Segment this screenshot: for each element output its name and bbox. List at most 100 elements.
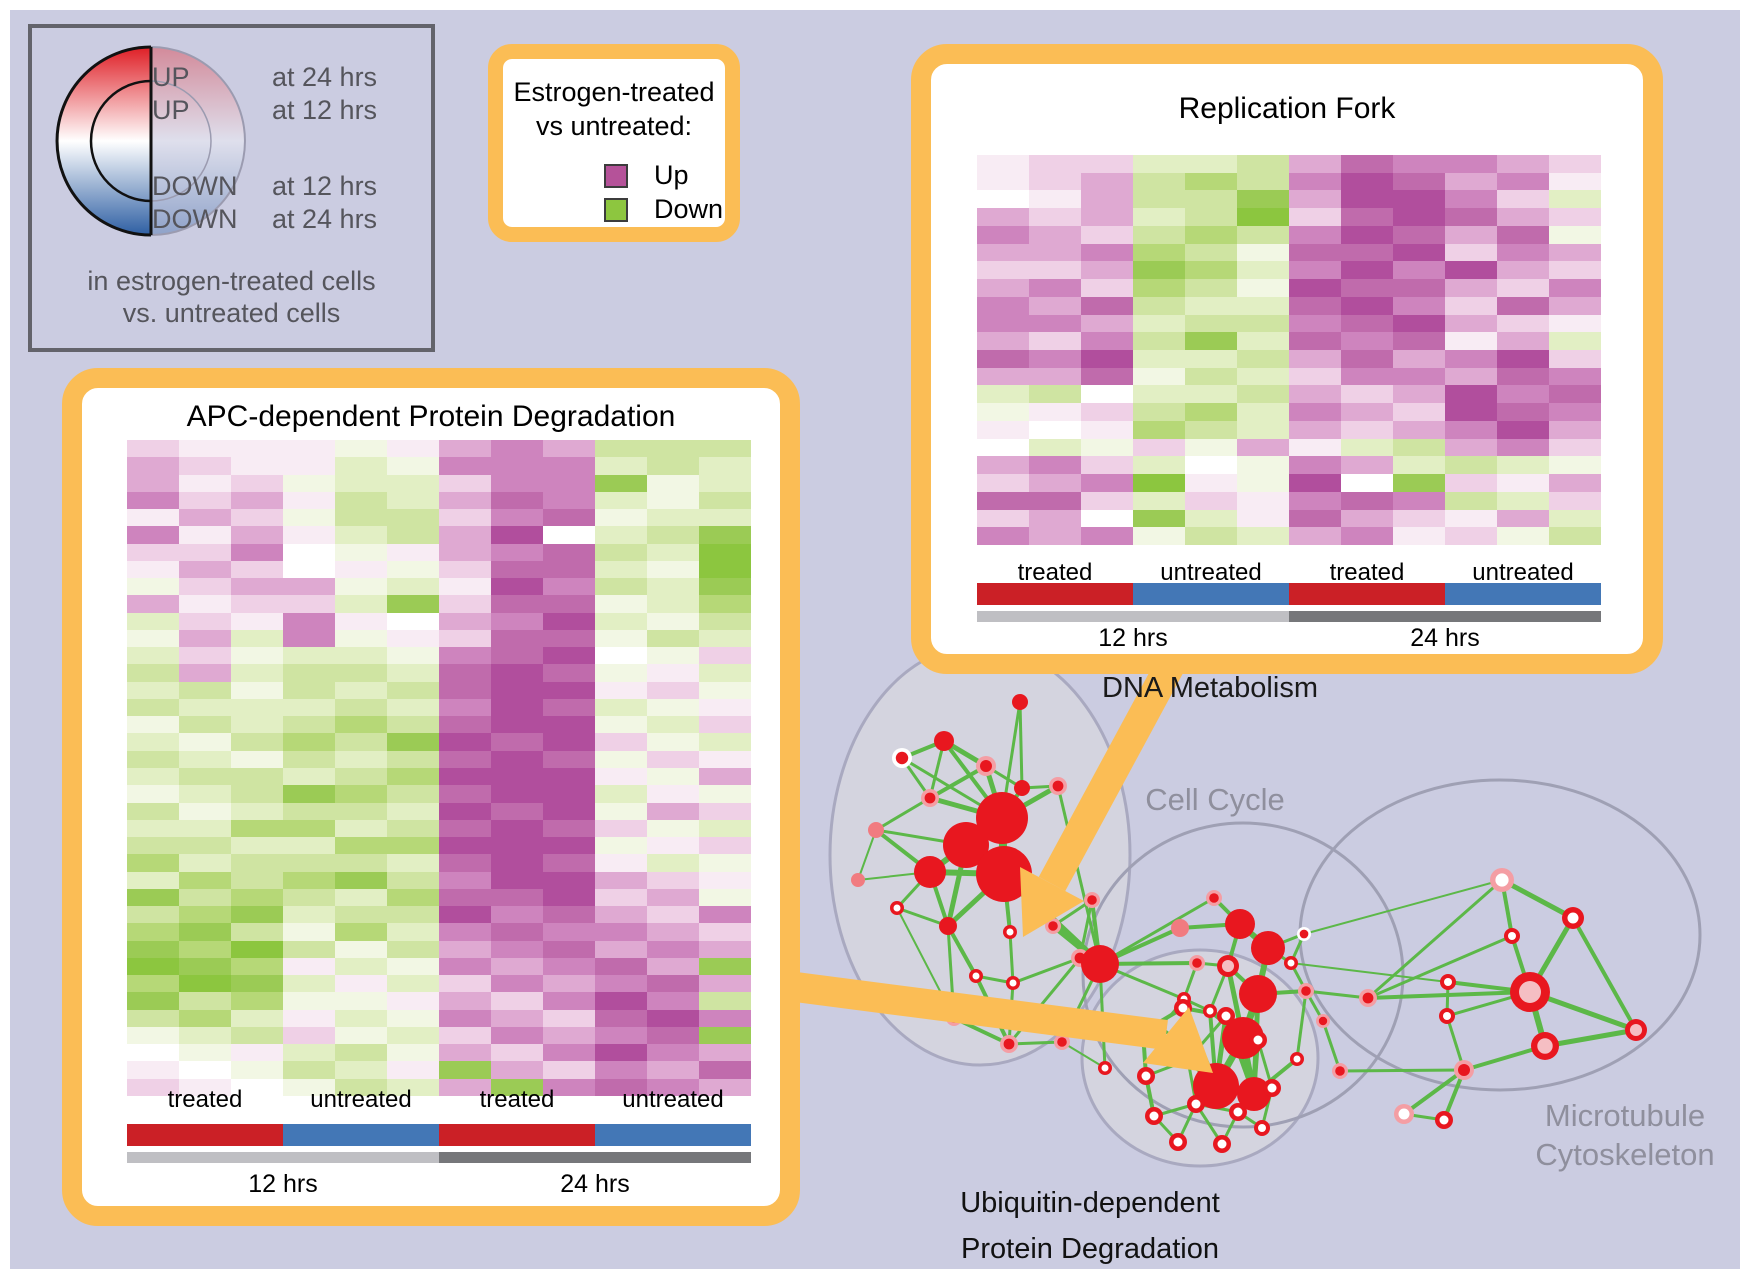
heatmap-cell — [977, 296, 1029, 315]
heatmap-cell — [1289, 208, 1341, 226]
network-edge — [1295, 990, 1308, 1060]
heatmap-cell — [1549, 155, 1601, 173]
node-outer — [1171, 919, 1189, 937]
heatmap-cell — [335, 1044, 387, 1062]
heatmap-cell — [283, 578, 335, 596]
heatmap-cell — [595, 837, 647, 855]
heatmap-cell — [699, 474, 751, 492]
heatmap-cell — [977, 261, 1029, 280]
heatmap-cell — [387, 578, 439, 596]
heatmap-cell — [179, 647, 231, 665]
heatmap-cell — [335, 681, 387, 699]
heatmap-cell — [179, 664, 231, 682]
outer-circle-left-arc — [55, 45, 152, 237]
network-node-cc20 — [1297, 927, 1311, 941]
heatmap-cell — [127, 854, 179, 872]
heatmap-cell — [647, 975, 699, 993]
heatmap-cell — [179, 819, 231, 838]
network-edge — [1018, 701, 1024, 789]
heatmap-cell — [491, 750, 543, 768]
heatmap-cell — [283, 923, 335, 941]
heatmap-cell — [127, 491, 179, 510]
heatmap-cell — [1029, 243, 1081, 262]
replication-fork-panel: Replication Fork treated untreated treat… — [911, 44, 1663, 674]
heatmap-cell — [283, 1026, 335, 1045]
heatmap-cell — [1445, 261, 1497, 280]
heatmap-cell — [439, 491, 491, 510]
heatmap-cell — [1133, 403, 1185, 421]
heatmap-cell — [283, 664, 335, 682]
heatmap-cell — [595, 647, 647, 665]
heatmap-cell — [335, 957, 387, 976]
heatmap-cell — [699, 664, 751, 682]
heatmap-cell — [647, 750, 699, 768]
heatmap-cell — [1393, 314, 1445, 333]
heatmap-cell — [543, 1044, 595, 1062]
heatmap-cell — [1133, 456, 1185, 475]
down-swatch-label: Down — [654, 194, 724, 224]
node-core — [1267, 1083, 1277, 1093]
network-node-d4 — [921, 789, 939, 807]
heatmap-cell — [647, 612, 699, 630]
node-core — [1221, 1011, 1231, 1021]
heatmap-cell — [1497, 208, 1549, 226]
heatmap-cell — [1497, 190, 1549, 209]
apc-12h-label: 12 hrs — [248, 1170, 318, 1198]
heatmap-cell — [439, 698, 491, 717]
heatmap-cell — [1029, 367, 1081, 386]
heatmap-cell — [1289, 279, 1341, 297]
heatmap-cell — [179, 595, 231, 613]
heatmap-cell — [387, 906, 439, 924]
heatmap-cell — [127, 802, 179, 820]
heatmap-cell — [491, 802, 543, 820]
legend-up-12-time: at 12 hrs — [272, 95, 378, 125]
heatmap-cell — [543, 440, 595, 458]
heatmap-cell — [491, 578, 543, 596]
node-outer — [868, 822, 884, 838]
heatmap-cell — [1341, 349, 1393, 368]
network-node-d15 — [1045, 918, 1061, 934]
heatmap-cell — [387, 560, 439, 579]
heatmap-cell — [1081, 279, 1133, 297]
apc-treated-bar-24h — [439, 1124, 595, 1146]
node-core — [1444, 978, 1452, 986]
apc-group-label: untreated — [310, 1086, 412, 1113]
heatmap-cell — [1185, 208, 1237, 226]
network-edge — [896, 906, 949, 928]
heatmap-cell — [1393, 261, 1445, 280]
heatmap-cell — [491, 1009, 543, 1027]
network-node-u9 — [1187, 1095, 1205, 1113]
heatmap-cell — [179, 888, 231, 907]
network-node-cc9 — [1203, 1004, 1217, 1018]
node-core — [1101, 1064, 1109, 1072]
heatmap-cell — [647, 578, 699, 596]
up-color-swatch — [604, 164, 628, 188]
heatmap-cell — [179, 612, 231, 630]
heatmap-cell — [439, 474, 491, 492]
heatmap-cell — [491, 819, 543, 838]
rf-group-label: untreated — [1472, 559, 1574, 586]
heatmap-cell — [127, 1078, 179, 1096]
heatmap-cell — [335, 768, 387, 786]
heatmap-cell — [127, 543, 179, 561]
heatmap-cell — [387, 992, 439, 1010]
heatmap-cell — [543, 906, 595, 924]
heatmap-cell — [439, 629, 491, 648]
heatmap-cell — [439, 888, 491, 907]
heatmap-cell — [1029, 314, 1081, 333]
network-node-s1 — [1098, 1061, 1112, 1075]
node-core — [1003, 1038, 1015, 1050]
heatmap-cell — [335, 906, 387, 924]
heatmap-cell — [699, 957, 751, 976]
heatmap-cell — [1133, 491, 1185, 510]
heatmap-cell — [1133, 279, 1185, 297]
heatmap-cell — [491, 457, 543, 475]
node-core — [1495, 873, 1509, 887]
heatmap-cell — [1549, 456, 1601, 475]
heatmap-cell — [1185, 403, 1237, 421]
heatmap-cell — [1081, 420, 1133, 439]
heatmap-cell — [127, 595, 179, 613]
heatmap-cell — [1549, 296, 1601, 315]
node-core — [893, 904, 901, 912]
heatmap-cell — [977, 509, 1029, 528]
